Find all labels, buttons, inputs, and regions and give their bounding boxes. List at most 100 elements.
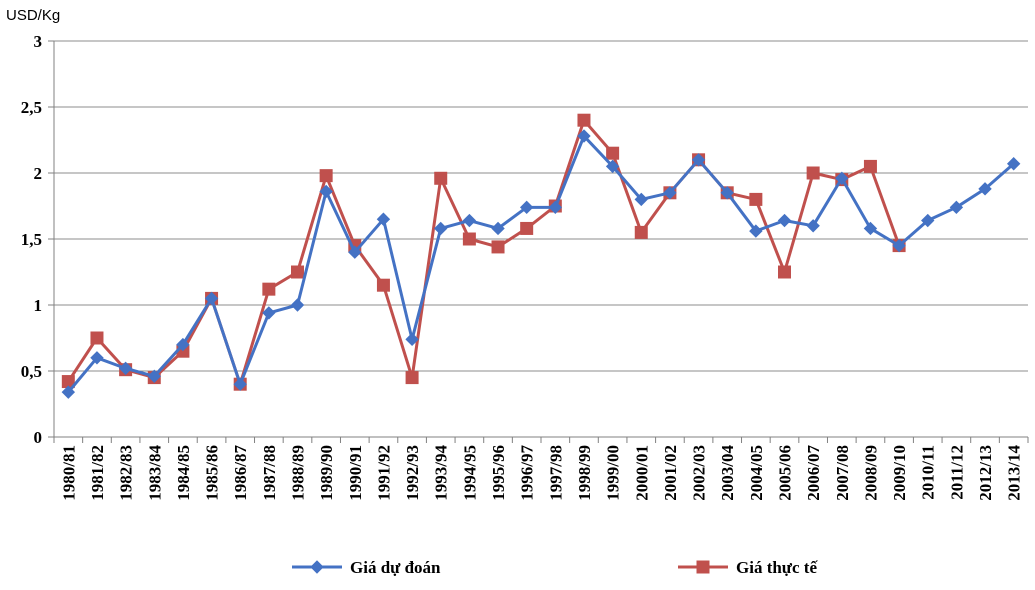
x-tick-label: 1996/97 [518,445,537,501]
y-tick-label: 2,5 [21,98,42,117]
data-point [434,171,448,185]
data-point [720,186,734,200]
data-point [462,213,477,228]
x-tick-label: 1987/88 [260,445,279,501]
data-point [749,224,763,238]
x-tick-label: 1989/90 [317,445,336,501]
data-point [204,291,219,306]
series-line [67,134,1015,394]
y-axis-ticks: 0 0,5 1 1,5 2 2,5 3 [21,32,54,447]
series-predicted [61,129,1021,399]
data-point [892,238,906,253]
data-point [405,371,419,385]
x-tick-label: 1988/89 [289,445,308,501]
x-tick-label: 2007/08 [833,445,852,501]
x-tick-label: 1998/99 [575,445,594,501]
data-point [262,282,276,296]
data-point [577,113,591,127]
x-tick-label: 1997/98 [546,445,565,501]
x-tick-label: 1982/83 [117,445,136,501]
x-tick-label: 1980/81 [59,445,78,501]
data-point [118,361,133,376]
data-point [462,232,476,246]
series-line [67,118,901,386]
data-point [319,169,333,183]
legend: Giá dự đoán Giá thực tế [292,558,818,577]
x-tick-label: 2011/12 [947,445,966,500]
data-point [577,129,591,143]
data-point [921,213,935,228]
legend-marker [696,560,710,574]
data-point [863,159,877,173]
y-tick-label: 1,5 [21,230,42,249]
data-point [949,200,964,215]
data-point [90,331,104,345]
series-group [61,113,1021,399]
series-actual [61,113,906,391]
y-tick-label: 1 [34,296,43,315]
x-tick-label: 1993/94 [432,445,451,501]
data-point [147,369,161,383]
legend-label: Giá thực tế [736,558,818,577]
data-point [605,159,620,174]
x-tick-label: 1984/85 [174,445,193,501]
y-tick-label: 2 [34,164,43,183]
data-point [376,212,391,226]
data-point [1006,157,1021,171]
data-point [405,332,419,347]
data-point [978,182,992,196]
x-tick-label: 2002/03 [690,445,709,501]
data-point [491,221,505,236]
x-tick-label: 1983/84 [145,445,164,501]
x-tick-label: 2010/11 [919,445,938,500]
data-point [863,221,878,236]
x-tick-label: 1994/95 [460,445,479,501]
x-tick-label: 2004/05 [747,445,766,501]
data-point [606,146,620,160]
data-point [548,200,563,215]
data-point [90,351,104,365]
data-point [749,192,763,206]
x-tick-label: 2000/01 [632,445,651,501]
x-tick-label: 1990/91 [346,445,365,501]
gridlines [54,40,1028,372]
y-tick-label: 3 [34,32,43,51]
data-point [376,278,390,292]
data-point [61,385,76,399]
data-point [291,265,304,279]
data-point [319,184,333,199]
x-tick-label: 2001/02 [661,445,680,501]
x-tick-label: 2013/14 [1005,445,1024,501]
legend-marker [310,560,324,574]
x-tick-label: 2003/04 [718,445,737,501]
data-point [835,171,849,185]
data-point [434,221,448,236]
x-tick-label: 1999/00 [604,445,623,501]
y-tick-label: 0 [34,428,43,447]
x-tick-label: 1985/86 [203,445,222,501]
data-point [519,200,534,215]
y-axis-unit-label: USD/Kg [6,7,60,24]
x-tick-label: 2012/13 [976,445,995,501]
data-point [262,306,276,320]
legend-label: Giá dự đoán [350,558,441,577]
x-tick-label: 2009/10 [890,445,909,501]
data-point [348,245,362,259]
x-tick-label: 1995/96 [489,445,508,501]
x-tick-label: 2005/06 [776,445,795,501]
x-tick-label: 1991/92 [374,445,393,501]
data-point [176,337,190,352]
data-point [806,166,820,180]
data-point [778,265,791,279]
data-point [634,192,648,207]
y-tick-label: 0,5 [21,362,42,381]
data-point [806,219,820,233]
data-point [634,225,648,239]
legend-item: Giá thực tế [678,558,818,577]
legend-item: Giá dự đoán [292,558,441,577]
data-point [663,186,677,200]
x-tick-label: 1981/82 [88,445,107,501]
x-tick-label: 1986/87 [231,445,250,501]
x-tick-label: 1992/93 [403,445,422,501]
